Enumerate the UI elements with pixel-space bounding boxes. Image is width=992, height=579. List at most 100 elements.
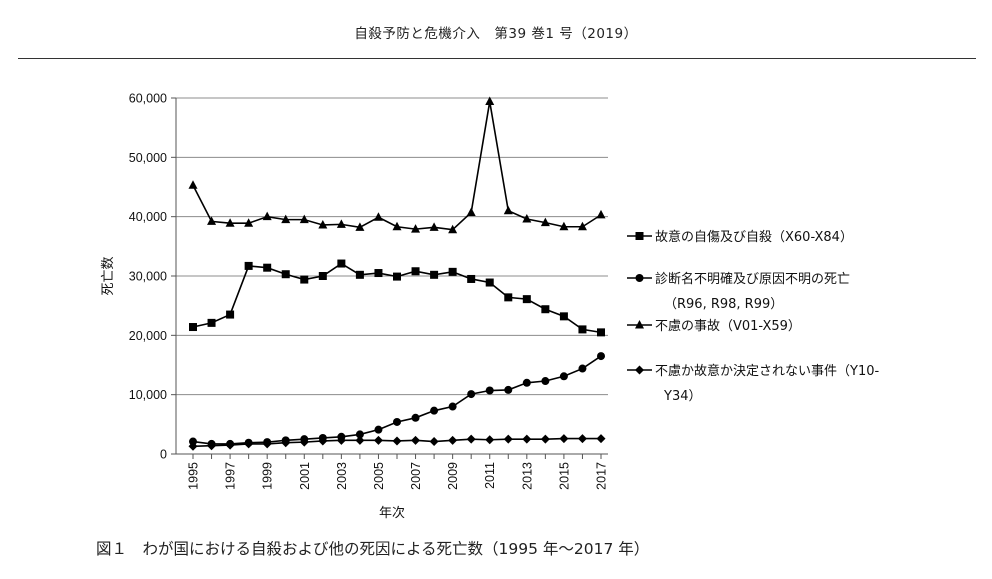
header-divider (18, 58, 976, 59)
data-point-self-harm-suicide (559, 312, 568, 321)
data-point-self-harm-suicide (189, 323, 197, 332)
data-point-self-harm-suicide (374, 269, 383, 278)
data-point-undetermined-intent (392, 436, 402, 446)
data-point-ill-defined-causes (485, 386, 494, 395)
data-point-accidents (262, 211, 272, 221)
data-point-accidents (207, 216, 217, 225)
x-tick-label: 2003 (335, 462, 349, 490)
y-tick-label: 50,000 (129, 151, 167, 165)
data-point-undetermined-intent (559, 434, 569, 444)
legend-marker-ill-defined-causes (635, 274, 644, 282)
data-point-self-harm-suicide (522, 295, 531, 304)
data-point-self-harm-suicide (337, 259, 346, 268)
y-tick-label: 0 (160, 448, 167, 462)
y-axis-title: 死亡数 (101, 256, 116, 295)
y-tick-label: 10,000 (129, 388, 167, 402)
data-point-undetermined-intent (596, 434, 606, 444)
data-point-undetermined-intent (336, 435, 346, 445)
x-tick-label: 2009 (446, 462, 460, 490)
data-point-undetermined-intent (448, 435, 458, 445)
data-point-undetermined-intent (373, 435, 383, 445)
legend-marker-accidents (635, 320, 644, 329)
data-point-undetermined-intent (540, 434, 550, 444)
data-point-accidents (485, 96, 495, 106)
data-point-accidents (559, 221, 569, 231)
data-point-accidents (225, 218, 235, 227)
data-point-undetermined-intent (503, 434, 513, 444)
mortality-line-chart: 0 10,000 20,000 30,000 40,000 50,000 60,000 199… (101, 92, 879, 522)
data-point-self-harm-suicide (411, 267, 420, 276)
data-point-self-harm-suicide (393, 272, 401, 281)
data-point-ill-defined-causes (597, 352, 605, 361)
data-point-undetermined-intent (466, 434, 476, 444)
data-point-undetermined-intent (485, 435, 495, 445)
data-point-ill-defined-causes (430, 406, 439, 415)
data-point-self-harm-suicide (355, 270, 364, 279)
data-point-ill-defined-causes (393, 417, 401, 426)
x-tick-label: 1999 (261, 462, 275, 490)
journal-header: 自殺予防と危機介入 第39 巻1 号（2019） (354, 26, 638, 42)
data-point-accidents (188, 180, 198, 189)
data-point-undetermined-intent (207, 441, 217, 451)
x-tick-label: 2005 (372, 462, 386, 490)
data-point-undetermined-intent (262, 439, 272, 449)
data-point-accidents (466, 207, 476, 217)
data-point-accidents (540, 217, 550, 227)
data-point-self-harm-suicide (597, 328, 605, 337)
x-tick-label: 1997 (224, 462, 238, 490)
data-point-ill-defined-causes (411, 413, 420, 422)
data-point-accidents (299, 214, 309, 224)
data-point-self-harm-suicide (300, 275, 309, 284)
data-point-accidents (318, 219, 328, 229)
legend-label-undetermined-intent: Y34） (663, 389, 701, 404)
data-point-ill-defined-causes (355, 430, 364, 439)
data-point-accidents (429, 222, 439, 231)
x-tick-label: 2011 (483, 462, 497, 489)
x-tick-label: 1995 (187, 462, 201, 490)
data-point-self-harm-suicide (578, 325, 587, 334)
x-tick-label: 2015 (557, 462, 571, 490)
y-tick-label: 20,000 (129, 329, 167, 343)
x-axis-title: 年次 (379, 505, 405, 521)
data-point-accidents (281, 214, 291, 224)
data-point-ill-defined-causes (522, 378, 531, 387)
series-line-accidents (192, 101, 602, 231)
data-point-self-harm-suicide (318, 272, 327, 280)
legend-marker-self-harm-suicide (635, 232, 644, 240)
data-point-accidents (411, 224, 421, 233)
data-point-undetermined-intent (318, 436, 328, 446)
data-point-accidents (448, 224, 458, 234)
data-point-accidents (503, 205, 513, 215)
data-point-self-harm-suicide (207, 318, 216, 327)
data-point-self-harm-suicide (226, 310, 235, 319)
x-tick-label: 2017 (595, 462, 609, 490)
data-point-self-harm-suicide (430, 270, 439, 279)
data-point-self-harm-suicide (504, 293, 513, 302)
legend-label-ill-defined-causes: 診断名不明確及び原因不明の死亡 (655, 271, 850, 287)
legend-label-accidents: 不慮の事故（V01-X59） (655, 319, 801, 334)
data-point-ill-defined-causes (578, 364, 587, 373)
y-tick-label: 60,000 (129, 92, 167, 106)
figure-caption: 図１ わが国における自殺および他の死因による死亡数（1995 年〜2017 年） (96, 540, 650, 558)
data-point-ill-defined-causes (374, 425, 383, 434)
data-point-self-harm-suicide (244, 261, 253, 270)
data-point-ill-defined-causes (559, 372, 568, 381)
data-point-accidents (336, 219, 346, 228)
data-point-ill-defined-causes (467, 390, 476, 399)
data-point-accidents (244, 218, 254, 227)
legend-label-undetermined-intent: 不慮か故意か決定されない事件（Y10- (655, 363, 879, 379)
data-point-accidents (373, 212, 383, 221)
data-point-ill-defined-causes (448, 402, 457, 411)
data-point-undetermined-intent (411, 435, 421, 445)
data-point-self-harm-suicide (263, 263, 272, 272)
data-point-undetermined-intent (355, 435, 365, 445)
legend-label-self-harm-suicide: 故意の自傷及び自殺（X60-X84） (655, 229, 853, 245)
data-point-accidents (392, 221, 402, 231)
data-point-self-harm-suicide (281, 270, 290, 279)
data-point-undetermined-intent (225, 440, 235, 450)
data-point-undetermined-intent (188, 441, 198, 451)
data-point-undetermined-intent (522, 434, 532, 444)
data-point-accidents (596, 209, 606, 219)
y-tick-label: 30,000 (129, 270, 167, 284)
data-point-undetermined-intent (429, 437, 439, 447)
